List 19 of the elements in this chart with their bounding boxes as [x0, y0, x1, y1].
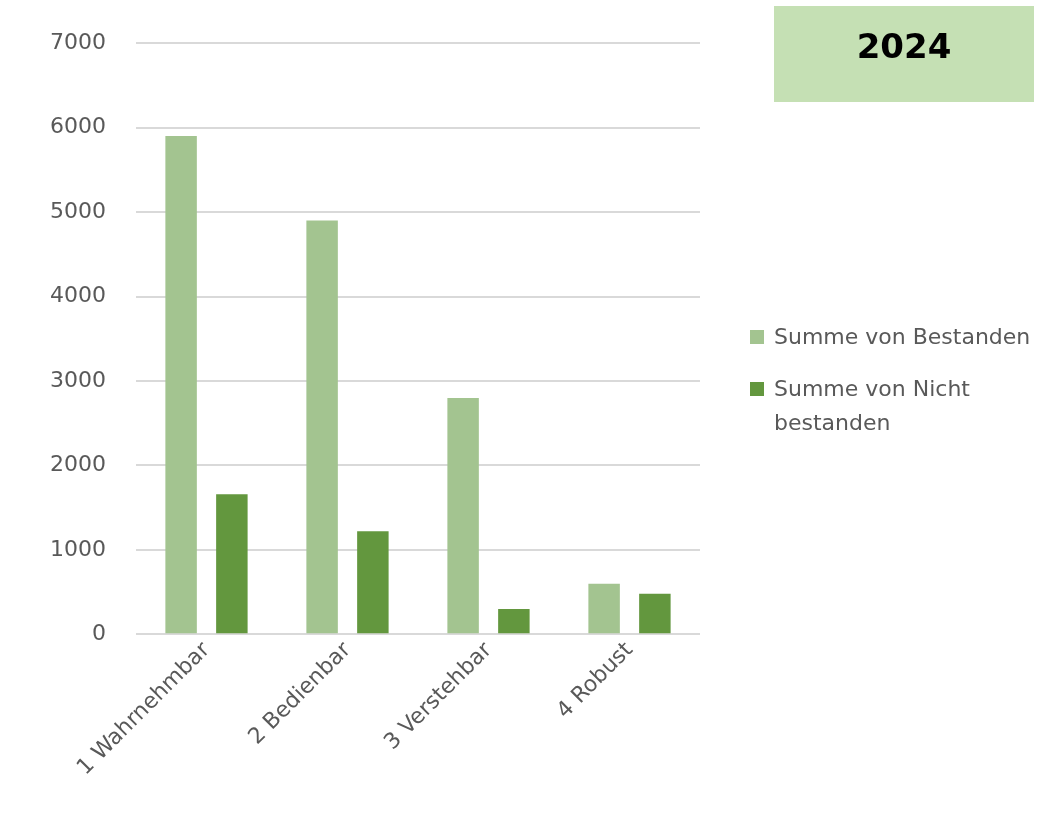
y-tick-label: 0 [91, 620, 106, 646]
y-tick-label: 1000 [49, 535, 106, 561]
y-tick-label: 2000 [49, 451, 106, 477]
y-tick-label: 6000 [49, 113, 106, 139]
y-tick-label: 4000 [49, 282, 106, 308]
bar [447, 397, 479, 634]
bar [357, 531, 389, 634]
legend-label: Summe von Nicht bestanden [774, 375, 971, 438]
title-panel: 2024 [774, 6, 1034, 102]
bar [639, 593, 671, 634]
legend-label: Summe von Bestanden [774, 323, 1031, 351]
bar [588, 583, 620, 634]
bar [306, 220, 338, 634]
y-tick-label: 5000 [49, 197, 106, 223]
y-tick-label: 7000 [49, 28, 106, 54]
bar [165, 136, 197, 634]
y-tick-label: 3000 [49, 366, 106, 392]
bar [216, 494, 248, 634]
bar [498, 609, 530, 634]
